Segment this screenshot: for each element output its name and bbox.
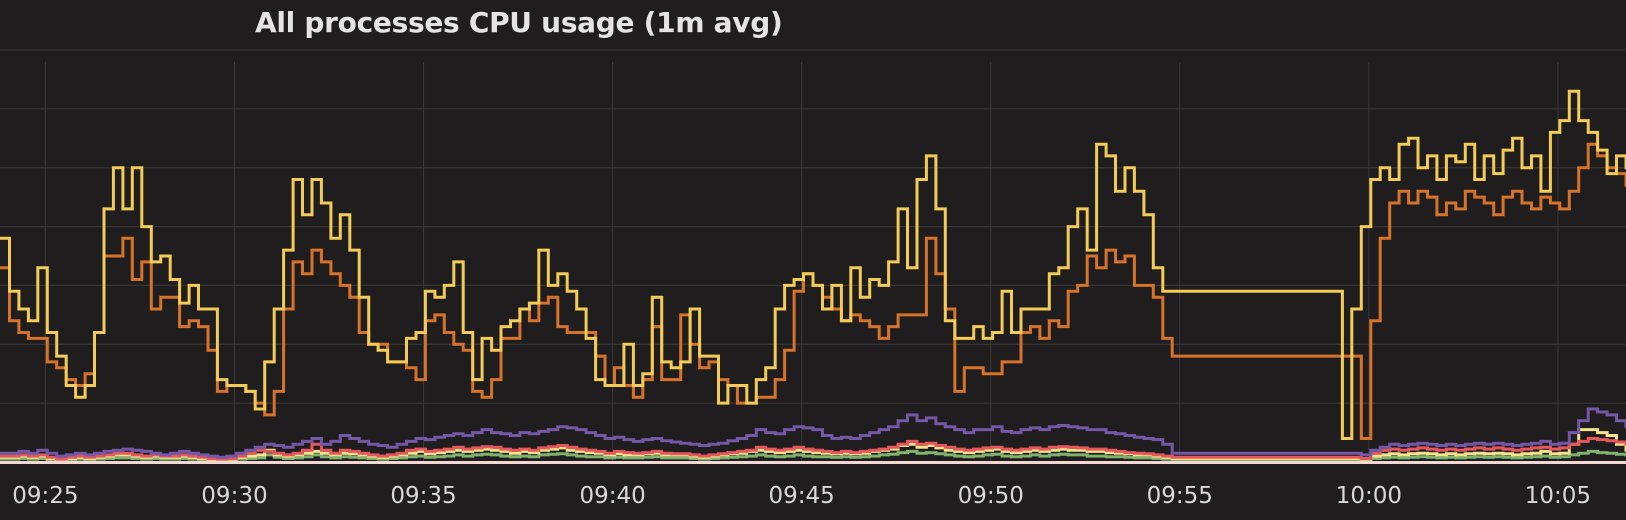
chart-grid xyxy=(0,49,1626,462)
x-tick-label: 09:55 xyxy=(1147,483,1213,509)
x-tick-label: 10:00 xyxy=(1336,483,1402,509)
baseline-strip xyxy=(0,461,1626,464)
x-tick-label: 09:30 xyxy=(201,483,267,509)
x-tick-label: 09:40 xyxy=(579,483,645,509)
x-tick-label: 09:45 xyxy=(769,483,835,509)
x-tick-label: 09:50 xyxy=(958,483,1024,509)
x-tick-label: 09:35 xyxy=(390,483,456,509)
x-tick-label: 10:05 xyxy=(1525,483,1591,509)
series-line-2 xyxy=(0,407,1626,459)
series-line-5 xyxy=(0,449,1626,462)
x-axis: 09:25 09:30 09:35 09:40 09:45 09:50 09:55 10:00… xyxy=(12,483,1591,509)
series-line-1 xyxy=(0,142,1626,440)
x-tick-label: 09:25 xyxy=(12,483,78,509)
panel-title: All processes CPU usage (1m avg) xyxy=(255,6,783,39)
chart-series xyxy=(0,89,1626,464)
series-line-3 xyxy=(0,437,1626,461)
series-line-0 xyxy=(0,89,1626,440)
